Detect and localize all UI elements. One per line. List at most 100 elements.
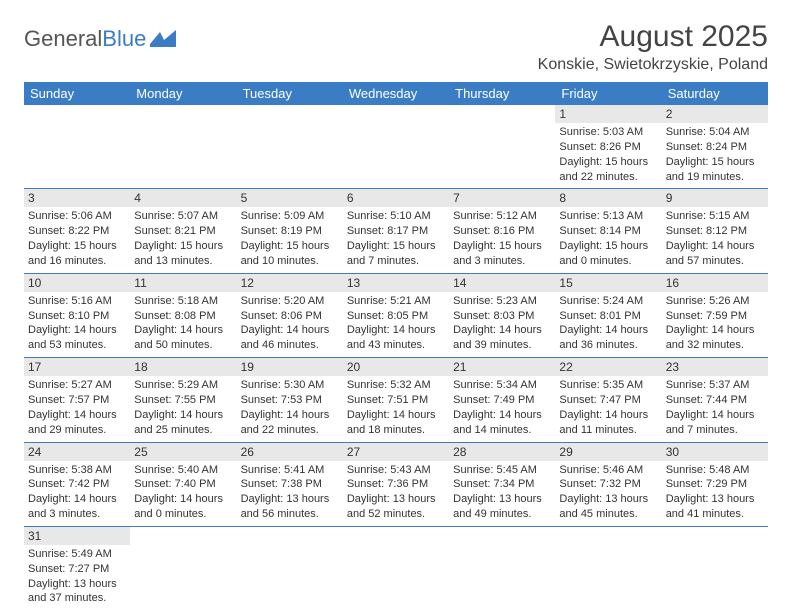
day-info: Sunrise: 5:37 AMSunset: 7:44 PMDaylight:… <box>666 378 764 437</box>
day-info-line: Daylight: 13 hours <box>453 492 551 507</box>
day-info: Sunrise: 5:09 AMSunset: 8:19 PMDaylight:… <box>241 209 339 268</box>
day-info-line: Sunrise: 5:06 AM <box>28 209 126 224</box>
day-info-line: and 10 minutes. <box>241 254 339 269</box>
day-info-line: Sunrise: 5:12 AM <box>453 209 551 224</box>
day-info: Sunrise: 5:29 AMSunset: 7:55 PMDaylight:… <box>134 378 232 437</box>
day-info-line: and 0 minutes. <box>559 254 657 269</box>
calendar-day-cell: 20Sunrise: 5:32 AMSunset: 7:51 PMDayligh… <box>343 358 449 442</box>
day-info-line: and 29 minutes. <box>28 423 126 438</box>
day-number: 16 <box>662 274 768 292</box>
day-info-line: and 49 minutes. <box>453 507 551 522</box>
day-info-line: Sunrise: 5:21 AM <box>347 294 445 309</box>
day-info: Sunrise: 5:45 AMSunset: 7:34 PMDaylight:… <box>453 463 551 522</box>
day-info-line: Sunrise: 5:03 AM <box>559 125 657 140</box>
day-info-line: Sunrise: 5:15 AM <box>666 209 764 224</box>
day-info-line: and 50 minutes. <box>134 338 232 353</box>
day-info-line: Sunset: 8:14 PM <box>559 224 657 239</box>
day-info: Sunrise: 5:15 AMSunset: 8:12 PMDaylight:… <box>666 209 764 268</box>
day-info-line: and 0 minutes. <box>134 507 232 522</box>
day-info-line: and 53 minutes. <box>28 338 126 353</box>
day-info-line: Daylight: 14 hours <box>134 492 232 507</box>
day-number: 15 <box>555 274 661 292</box>
day-info: Sunrise: 5:20 AMSunset: 8:06 PMDaylight:… <box>241 294 339 353</box>
day-info-line: and 52 minutes. <box>347 507 445 522</box>
day-info: Sunrise: 5:38 AMSunset: 7:42 PMDaylight:… <box>28 463 126 522</box>
day-info-line: Sunset: 7:42 PM <box>28 477 126 492</box>
day-info-line: Daylight: 13 hours <box>559 492 657 507</box>
day-info-line: Sunrise: 5:18 AM <box>134 294 232 309</box>
day-number: 22 <box>555 358 661 376</box>
logo: GeneralBlue <box>24 26 176 52</box>
day-info-line: and 43 minutes. <box>347 338 445 353</box>
day-info-line: Sunset: 8:19 PM <box>241 224 339 239</box>
day-info-line: Daylight: 15 hours <box>134 239 232 254</box>
day-number: 8 <box>555 189 661 207</box>
day-info-line: and 16 minutes. <box>28 254 126 269</box>
day-info-line: Daylight: 14 hours <box>666 323 764 338</box>
day-number: 14 <box>449 274 555 292</box>
day-info-line: and 41 minutes. <box>666 507 764 522</box>
day-info-line: Sunset: 7:29 PM <box>666 477 764 492</box>
weekday-header: Friday <box>555 82 661 105</box>
day-info-line: and 7 minutes. <box>347 254 445 269</box>
day-info-line: Sunrise: 5:16 AM <box>28 294 126 309</box>
calendar-day-cell: 6Sunrise: 5:10 AMSunset: 8:17 PMDaylight… <box>343 189 449 273</box>
day-info: Sunrise: 5:41 AMSunset: 7:38 PMDaylight:… <box>241 463 339 522</box>
day-info-line: Daylight: 13 hours <box>28 577 126 592</box>
calendar-day-cell: 22Sunrise: 5:35 AMSunset: 7:47 PMDayligh… <box>555 358 661 442</box>
day-info-line: Sunset: 7:57 PM <box>28 393 126 408</box>
day-info-line: Sunset: 8:21 PM <box>134 224 232 239</box>
day-number: 28 <box>449 443 555 461</box>
day-info-line: Sunset: 8:22 PM <box>28 224 126 239</box>
day-info-line: and 25 minutes. <box>134 423 232 438</box>
day-info-line: and 13 minutes. <box>134 254 232 269</box>
calendar-empty-cell <box>343 105 449 189</box>
calendar-day-cell: 7 Sunrise: 5:12 AMSunset: 8:16 PMDaylight… <box>449 189 555 273</box>
day-info-line: Sunset: 8:16 PM <box>453 224 551 239</box>
day-info: Sunrise: 5:48 AMSunset: 7:29 PMDaylight:… <box>666 463 764 522</box>
day-info: Sunrise: 5:46 AMSunset: 7:32 PMDaylight:… <box>559 463 657 522</box>
day-info-line: Sunrise: 5:49 AM <box>28 547 126 562</box>
day-info-line: and 36 minutes. <box>559 338 657 353</box>
day-number: 25 <box>130 443 236 461</box>
calendar-day-cell: 5Sunrise: 5:09 AMSunset: 8:19 PMDaylight… <box>237 189 343 273</box>
day-info-line: Sunset: 7:55 PM <box>134 393 232 408</box>
day-info-line: and 7 minutes. <box>666 423 764 438</box>
day-info: Sunrise: 5:07 AMSunset: 8:21 PMDaylight:… <box>134 209 232 268</box>
day-info: Sunrise: 5:30 AMSunset: 7:53 PMDaylight:… <box>241 378 339 437</box>
day-info-line: Daylight: 13 hours <box>666 492 764 507</box>
logo-text-2: Blue <box>102 26 146 51</box>
day-info-line: Daylight: 14 hours <box>28 408 126 423</box>
day-info: Sunrise: 5:40 AMSunset: 7:40 PMDaylight:… <box>134 463 232 522</box>
day-info-line: Sunset: 8:17 PM <box>347 224 445 239</box>
header: GeneralBlue August 2025 Konskie, Swietok… <box>24 20 768 74</box>
day-info: Sunrise: 5:16 AMSunset: 8:10 PMDaylight:… <box>28 294 126 353</box>
day-info-line: Daylight: 14 hours <box>347 323 445 338</box>
day-number: 20 <box>343 358 449 376</box>
day-number: 6 <box>343 189 449 207</box>
day-number: 7 <box>449 189 555 207</box>
day-info-line: Sunrise: 5:13 AM <box>559 209 657 224</box>
day-info-line: Sunset: 8:03 PM <box>453 309 551 324</box>
day-info: Sunrise: 5:03 AMSunset: 8:26 PMDaylight:… <box>559 125 657 184</box>
calendar-day-cell: 26Sunrise: 5:41 AMSunset: 7:38 PMDayligh… <box>237 443 343 527</box>
calendar-day-cell: 19Sunrise: 5:30 AMSunset: 7:53 PMDayligh… <box>237 358 343 442</box>
day-number: 12 <box>237 274 343 292</box>
calendar-day-cell: 3Sunrise: 5:06 AMSunset: 8:22 PMDaylight… <box>24 189 130 273</box>
day-info-line: and 3 minutes. <box>453 254 551 269</box>
day-info-line: and 45 minutes. <box>559 507 657 522</box>
calendar-empty-cell <box>343 527 449 610</box>
day-info-line: Sunset: 7:51 PM <box>347 393 445 408</box>
day-info: Sunrise: 5:18 AMSunset: 8:08 PMDaylight:… <box>134 294 232 353</box>
day-number: 4 <box>130 189 236 207</box>
day-info-line: Daylight: 15 hours <box>453 239 551 254</box>
day-info-line: Sunrise: 5:48 AM <box>666 463 764 478</box>
day-info-line: Daylight: 14 hours <box>666 408 764 423</box>
day-info-line: Daylight: 14 hours <box>28 323 126 338</box>
day-number: 11 <box>130 274 236 292</box>
day-info-line: Sunrise: 5:37 AM <box>666 378 764 393</box>
calendar-week-row: 24Sunrise: 5:38 AMSunset: 7:42 PMDayligh… <box>24 443 768 527</box>
day-info-line: Sunset: 8:12 PM <box>666 224 764 239</box>
day-info-line: Sunset: 7:32 PM <box>559 477 657 492</box>
logo-text: GeneralBlue <box>24 26 146 52</box>
